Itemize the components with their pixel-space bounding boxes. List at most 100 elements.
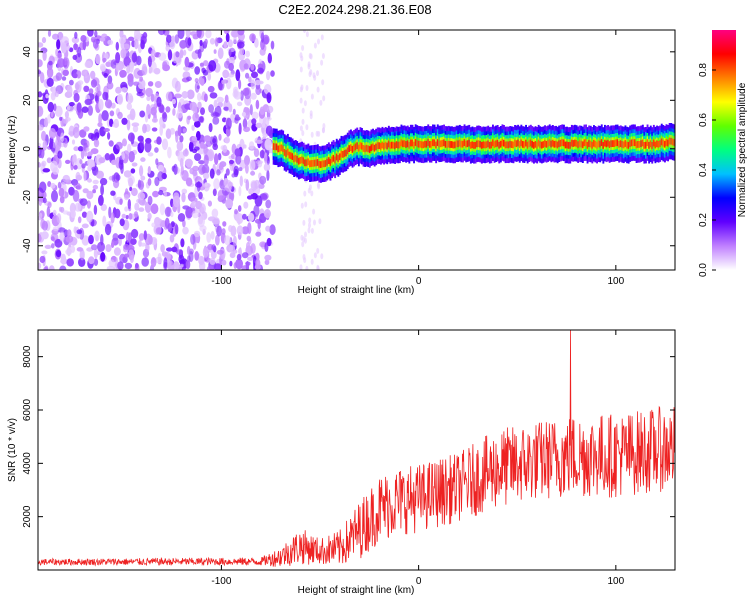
noise-speck	[108, 140, 114, 147]
ridge-cell	[340, 150, 343, 158]
ridge-cell	[499, 140, 502, 148]
ridge-cell	[510, 141, 513, 148]
noise-speck	[177, 213, 186, 222]
ridge-cell	[414, 139, 417, 146]
ridge-cell	[520, 139, 523, 147]
ridge-cell	[359, 142, 362, 149]
noise-speck	[221, 228, 226, 235]
noise-speck	[250, 63, 255, 71]
noise-speck	[154, 147, 159, 153]
noise-speck	[93, 128, 100, 141]
noise-speck	[138, 207, 145, 212]
noise-speck	[98, 157, 106, 164]
noise-speck	[66, 229, 72, 238]
noise-speck	[265, 116, 272, 121]
noise-speck	[70, 245, 76, 253]
ridge-cell	[315, 159, 318, 167]
noise-speck	[236, 101, 243, 107]
ridge-cell	[299, 157, 302, 164]
noise-speck	[104, 69, 112, 74]
ridge-cell	[591, 141, 594, 149]
colorbar-tick-label: 0.2	[698, 213, 709, 227]
noise-speck	[52, 226, 60, 232]
ridge-cell	[624, 140, 627, 147]
noise-speck	[38, 198, 42, 207]
noise-speck	[162, 112, 168, 123]
noise-speck	[222, 117, 227, 123]
ridge-cell	[522, 141, 524, 148]
noise-speck	[167, 49, 173, 61]
noise-speck	[60, 253, 67, 265]
noise-speck	[96, 170, 104, 179]
noise-speck	[71, 154, 77, 166]
ridge-cell	[384, 141, 387, 149]
ridge-cell	[553, 140, 556, 148]
ridge-cell	[635, 141, 638, 149]
noise-speck	[266, 105, 274, 114]
noise-speck	[47, 114, 51, 124]
noise-speck	[193, 146, 200, 151]
ridge-cell	[313, 159, 316, 167]
ridge-cell	[435, 141, 438, 149]
ridge-cell	[343, 150, 346, 157]
noise-speck	[113, 247, 121, 256]
ridge-cell	[518, 141, 521, 148]
noise-speck	[266, 70, 271, 81]
noise-speck	[237, 41, 245, 49]
noise-speck	[133, 81, 140, 86]
ridge-cell	[525, 139, 527, 147]
ridge-cell	[272, 143, 275, 150]
noise-speck	[113, 178, 120, 189]
spectrogram-heatmap	[38, 30, 675, 270]
noise-speck	[321, 53, 325, 59]
noise-speck	[310, 258, 314, 265]
ridge-cell	[469, 141, 472, 149]
noise-speck	[116, 93, 124, 105]
noise-speck	[41, 231, 49, 240]
ridge-cell	[539, 141, 542, 148]
ridge-cell	[514, 139, 516, 147]
noise-speck	[225, 77, 232, 90]
noise-speck	[64, 111, 69, 119]
snr-ytick-label: 6000	[22, 398, 33, 421]
ridge-cell	[350, 144, 352, 152]
ridge-cell	[602, 142, 605, 149]
noise-speck	[255, 99, 260, 110]
noise-speck	[321, 79, 325, 86]
ridge-cell	[594, 140, 597, 148]
noise-speck	[123, 56, 131, 67]
ridge-cell	[391, 141, 393, 149]
noise-speck	[167, 223, 173, 233]
noise-speck	[216, 96, 224, 103]
noise-speck	[194, 153, 202, 162]
colorbar: 0.0 0.2 0.4 0.6 0.8 Normalized spectral ampl…	[698, 30, 748, 277]
ridge-cell	[570, 139, 573, 147]
noise-speck	[88, 234, 94, 245]
noise-speck	[309, 110, 313, 117]
noise-speck	[150, 106, 157, 116]
ridge-cell	[447, 140, 450, 148]
noise-speck	[150, 49, 156, 58]
noise-speck	[209, 257, 216, 265]
noise-speck	[177, 30, 185, 39]
noise-speck	[155, 158, 159, 166]
ridge-cell	[329, 159, 332, 166]
ridge-cell	[411, 139, 414, 147]
noise-speck	[243, 201, 249, 209]
noise-speck	[131, 187, 138, 197]
noise-speck	[313, 219, 316, 226]
noise-speck	[215, 234, 220, 246]
noise-speck	[111, 174, 116, 182]
ridge-cell	[630, 139, 633, 147]
ridge-cell	[654, 141, 657, 149]
noise-speck	[61, 42, 67, 54]
noise-speck	[49, 265, 55, 270]
noise-speck	[191, 200, 196, 207]
ridge-cell	[441, 139, 444, 147]
noise-speck	[170, 211, 174, 218]
noise-speck	[316, 247, 320, 254]
noise-speck	[199, 225, 207, 232]
ridge-cell	[321, 160, 324, 168]
noise-speck	[305, 31, 309, 38]
noise-speck	[221, 79, 225, 85]
